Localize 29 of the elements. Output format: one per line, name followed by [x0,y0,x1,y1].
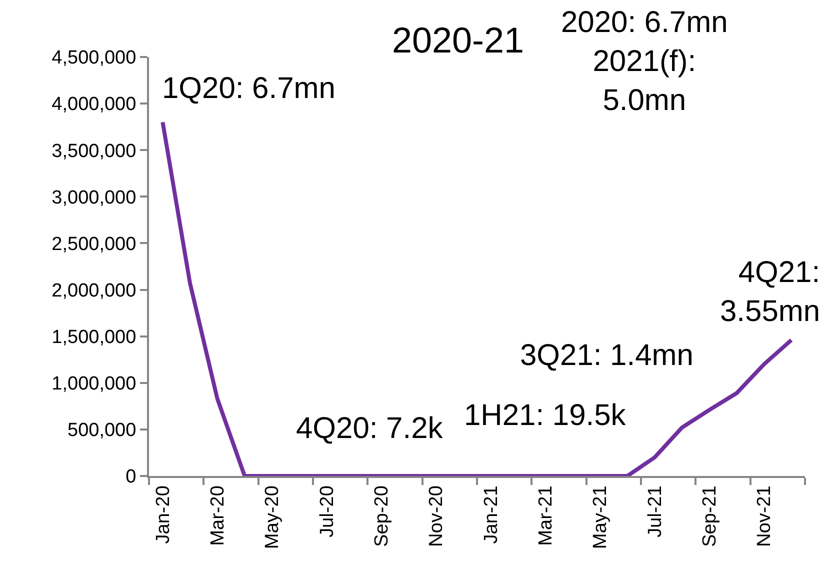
annotation: 1H21: 19.5k [464,399,627,432]
x-tick-label: Jul-21 [644,486,666,538]
x-tick-label: May-20 [262,486,284,549]
y-tick-label: 4,000,000 [52,94,136,116]
annotation: 3Q21: 1.4mn [520,339,694,372]
y-tick-label: 4,500,000 [52,48,136,69]
y-tick-label: 2,500,000 [52,234,136,255]
chart-title: 2020-21 [392,20,524,61]
annotation: 4Q20: 7.2k [296,412,444,445]
y-tick-label: 2,000,000 [52,280,136,302]
x-tick-label: Jul-20 [316,486,338,538]
y-tick-label: 0 [126,466,136,488]
y-tick-label: 3,500,000 [52,140,136,162]
x-tick-label: Sep-20 [372,486,393,547]
x-tick-label: Nov-20 [426,486,448,547]
annotation: 1Q20: 6.7mn [162,72,336,105]
x-tick-label: Jan-21 [480,486,502,544]
x-tick-label: Jan-20 [152,486,174,544]
x-tick-label: Mar-21 [536,486,557,546]
y-tick-label: 1,500,000 [52,326,136,348]
x-tick-label: Nov-21 [754,486,776,547]
x-tick-label: May-21 [590,486,612,549]
y-tick-label: 500,000 [68,420,136,442]
annotation: 4Q21: 3.55mn [720,256,820,328]
y-tick-label: 1,000,000 [52,374,136,395]
y-tick-label: 3,000,000 [52,187,136,208]
x-tick-label: Mar-20 [208,486,229,546]
annotation: 2020: 6.7mn 2021(f): 5.0mn [561,6,728,117]
x-tick-label: Sep-21 [700,486,721,547]
